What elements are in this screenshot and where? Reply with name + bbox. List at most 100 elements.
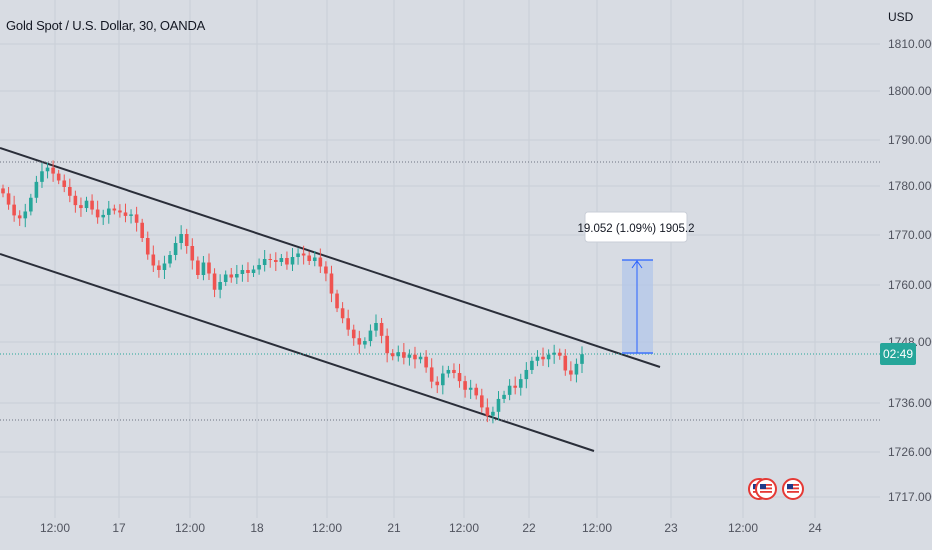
time-tick-label: 21: [387, 521, 401, 535]
candle-down: [329, 273, 334, 294]
candle-up: [251, 269, 256, 273]
candle-down: [452, 369, 456, 374]
candle-down: [207, 262, 211, 274]
candle-down: [90, 200, 94, 210]
candle-up: [368, 330, 373, 342]
candle-up: [162, 263, 167, 270]
us-flag-icon[interactable]: [782, 478, 804, 500]
candle-up: [279, 258, 284, 262]
candle-down: [1, 188, 5, 194]
candle-up: [257, 265, 261, 270]
candle-down: [424, 356, 428, 368]
candle-down: [557, 352, 562, 356]
candle-down: [435, 381, 440, 386]
time-tick-label: 12:00: [449, 521, 479, 535]
candle-up: [201, 262, 206, 275]
candle-up: [29, 197, 33, 212]
candle-up: [179, 234, 183, 243]
time-tick-label: 23: [664, 521, 678, 535]
candle-down: [357, 338, 362, 345]
candle-down: [379, 323, 384, 336]
us-flag-icon[interactable]: [755, 478, 777, 500]
candle-down: [301, 253, 306, 256]
candle-down: [12, 204, 16, 216]
candle-down: [118, 210, 122, 213]
price-tick-label: 1760.000: [888, 278, 932, 292]
candle-down: [474, 387, 479, 396]
candle-down: [68, 186, 72, 196]
time-tick-label: 24: [808, 521, 822, 535]
candle-up: [468, 387, 473, 390]
candle-up: [262, 259, 267, 265]
candle-down: [190, 246, 195, 261]
candle-up: [574, 363, 579, 375]
symbol-title: Gold Spot / U.S. Dollar, 30, OANDA: [6, 18, 206, 33]
candle-down: [569, 370, 573, 375]
candle-down: [541, 356, 545, 360]
candle-down: [123, 212, 128, 216]
candle-down: [157, 265, 161, 270]
candle-down: [335, 293, 339, 309]
candle-up: [580, 354, 584, 364]
candle-down: [463, 381, 467, 390]
candle-down: [340, 308, 345, 319]
time-tick-label: 12:00: [40, 521, 70, 535]
candle-down: [212, 273, 217, 290]
currency-label: USD: [888, 10, 914, 24]
candle-down: [151, 254, 156, 266]
candle-up: [552, 352, 556, 355]
candle-down: [112, 208, 117, 211]
candle-down: [457, 373, 462, 382]
channel-upper-trendline[interactable]: [0, 147, 661, 368]
candle-up: [418, 356, 423, 360]
candle-down: [56, 173, 61, 181]
candle-up: [546, 354, 551, 360]
candle-up: [34, 181, 39, 198]
candle-down: [563, 355, 568, 371]
candle-down: [62, 180, 67, 187]
candle-down: [140, 222, 144, 238]
candle-down: [145, 238, 150, 255]
candle-up: [363, 341, 367, 345]
price-tick-label: 1736.000: [888, 396, 932, 410]
candle-up: [218, 282, 222, 290]
current-price-badge-text: 02:49: [883, 347, 913, 361]
candle-down: [268, 259, 273, 260]
measure-label-box: [584, 211, 688, 243]
grid-lines: [0, 0, 880, 518]
candle-down: [79, 205, 83, 209]
candle-up: [45, 167, 50, 172]
candle-up: [290, 257, 295, 265]
candle-up: [312, 257, 317, 261]
time-tick-label: 12:00: [312, 521, 342, 535]
candle-up: [101, 214, 106, 218]
channel-lower-trendline[interactable]: [0, 253, 595, 452]
price-tick-label: 1770.000: [888, 228, 932, 242]
price-range-measure[interactable]: 19.052 (1.09%) 1905.2: [577, 211, 695, 354]
candle-down: [285, 258, 289, 265]
economic-events[interactable]: [748, 478, 804, 500]
candle-up: [235, 274, 239, 278]
candle-down: [390, 353, 395, 357]
candle-up: [168, 255, 172, 264]
candle-down: [51, 167, 55, 174]
candlestick-series: [1, 160, 584, 424]
price-axis[interactable]: 1810.000 1800.000 1790.000 1780.000 1770.000…: [880, 37, 932, 504]
candle-down: [351, 329, 356, 339]
price-tick-label: 1726.000: [888, 445, 932, 459]
time-tick-label: 12:00: [175, 521, 205, 535]
current-price-badge[interactable]: [880, 343, 916, 365]
candle-down: [318, 257, 323, 267]
candle-down: [134, 214, 139, 223]
candle-up: [240, 270, 245, 274]
descending-channel[interactable]: [0, 147, 661, 452]
candle-up: [518, 379, 523, 388]
time-axis[interactable]: 12:00 17 12:00 18 12:00 21 12:00 22 12:00 23 12:00…: [40, 521, 822, 535]
candle-down: [479, 395, 484, 408]
price-tick-label: 1780.000: [888, 179, 932, 193]
candle-down: [229, 274, 234, 278]
candle-up: [524, 369, 529, 380]
candle-down: [513, 385, 517, 388]
